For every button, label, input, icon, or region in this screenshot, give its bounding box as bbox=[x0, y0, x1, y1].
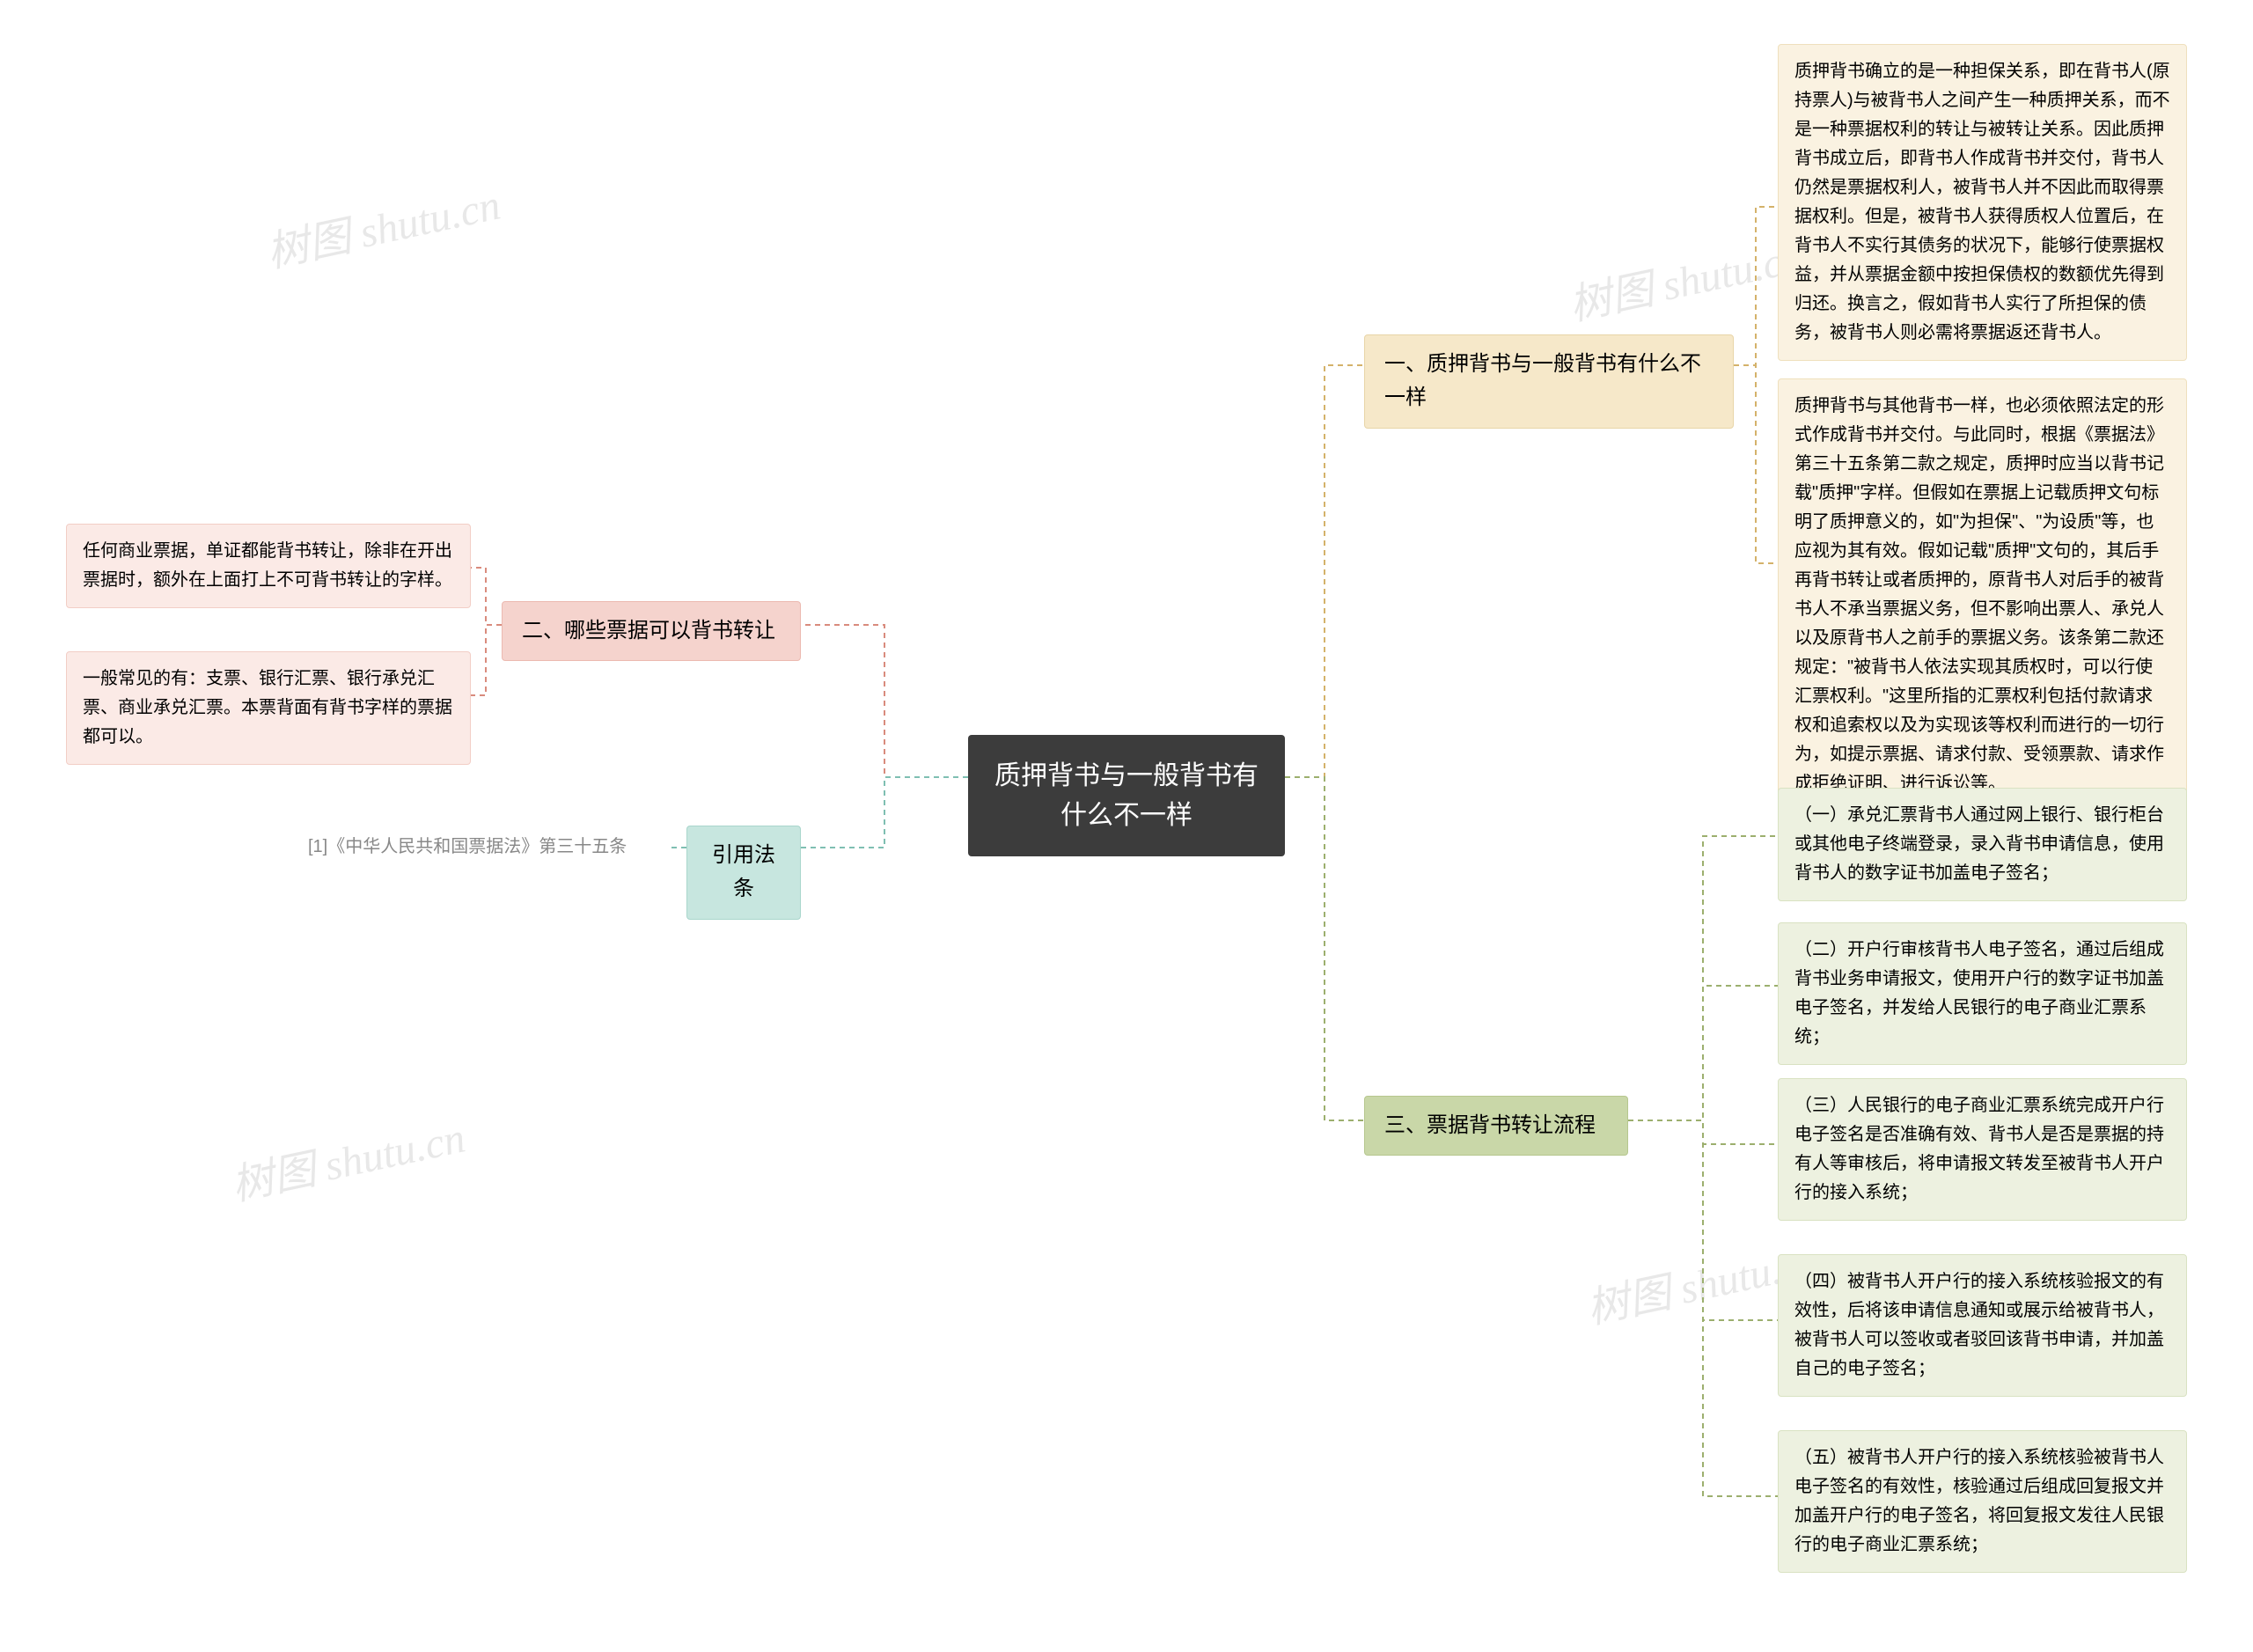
branch-1[interactable]: 一、质押背书与一般背书有什么不一样 bbox=[1364, 334, 1734, 429]
leaf-2b[interactable]: 一般常见的有：支票、银行汇票、银行承兑汇票、商业承兑汇票。本票背面有背书字样的票… bbox=[66, 651, 471, 765]
leaf-1a[interactable]: 质押背书确立的是一种担保关系，即在背书人(原持票人)与被背书人之间产生一种质押关… bbox=[1778, 44, 2187, 361]
branch-4[interactable]: 引用法条 bbox=[686, 826, 801, 920]
leaf-4a[interactable]: [1]《中华人民共和国票据法》第三十五条 bbox=[299, 827, 669, 867]
leaf-3d[interactable]: （四）被背书人开户行的接入系统核验报文的有效性，后将该申请信息通知或展示给被背书… bbox=[1778, 1254, 2187, 1397]
branch-3[interactable]: 三、票据背书转让流程 bbox=[1364, 1096, 1628, 1156]
leaf-3c[interactable]: （三）人民银行的电子商业汇票系统完成开户行电子签名是否准确有效、背书人是否是票据… bbox=[1778, 1078, 2187, 1221]
watermark: 树图 shutu.cn bbox=[1563, 223, 1808, 332]
leaf-3b[interactable]: （二）开户行审核背书人电子签名，通过后组成背书业务申请报文，使用开户行的数字证书… bbox=[1778, 922, 2187, 1065]
leaf-3e[interactable]: （五）被背书人开户行的接入系统核验被背书人电子签名的有效性，核验通过后组成回复报… bbox=[1778, 1430, 2187, 1573]
leaf-1b[interactable]: 质押背书与其他背书一样，也必须依照法定的形式作成背书并交付。与此同时，根据《票据… bbox=[1778, 378, 2187, 811]
branch-2[interactable]: 二、哪些票据可以背书转让 bbox=[502, 601, 801, 661]
center-node[interactable]: 质押背书与一般背书有什么不一样 bbox=[968, 735, 1285, 856]
leaf-2a[interactable]: 任何商业票据，单证都能背书转让，除非在开出票据时，额外在上面打上不可背书转让的字… bbox=[66, 524, 471, 608]
watermark: 树图 shutu.cn bbox=[261, 170, 505, 279]
leaf-3a[interactable]: （一）承兑汇票背书人通过网上银行、银行柜台或其他电子终端登录，录入背书申请信息，… bbox=[1778, 788, 2187, 901]
watermark: 树图 shutu.cn bbox=[225, 1103, 470, 1212]
